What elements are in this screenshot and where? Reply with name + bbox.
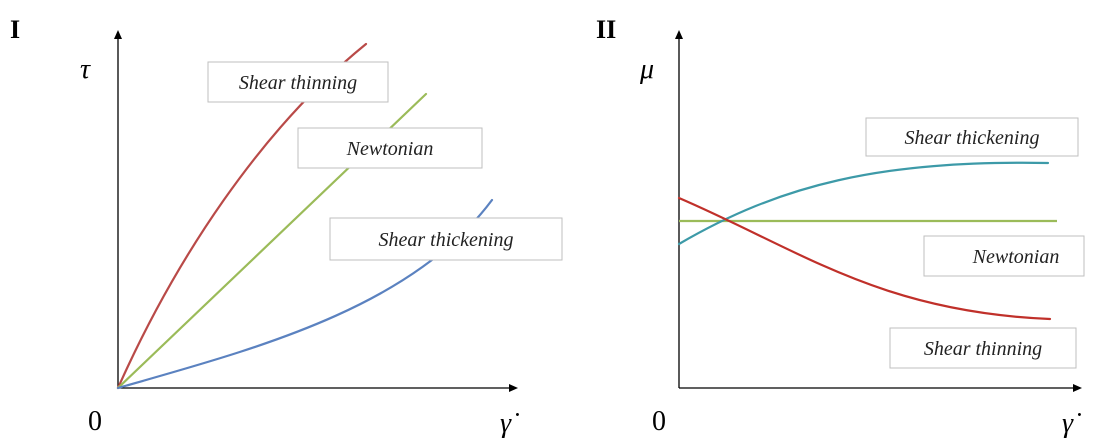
panel-I-y-axis-symbol: τ	[80, 54, 91, 85]
panel-I-shear-thinning-box	[207, 61, 389, 103]
panel-II-newtonian-box	[923, 235, 1085, 277]
panel-I-x-axis-symbol: γ̇	[500, 408, 519, 439]
panel-II-shear-thinning-label: Shear thinning	[924, 338, 1042, 360]
panel-II: II μ 0 γ̇ Shear thickening Newtonian She…	[596, 15, 1085, 439]
panel-II-newtonian-label: Newtonian	[972, 246, 1060, 268]
panel-II-letter: II	[596, 15, 616, 44]
panel-II-shear-thickening-box	[865, 117, 1079, 157]
panel-II-shear-thinning-curve	[677, 196, 1052, 321]
panel-I-origin-label: 0	[88, 406, 102, 437]
panel-II-shear-thickening-curve	[677, 161, 1050, 246]
panel-I-shear-thickening-label: Shear thickening	[379, 229, 514, 251]
panel-II-shear-thinning-box	[889, 327, 1077, 369]
panel-I-newtonian-label: Newtonian	[346, 138, 434, 160]
panel-I-newtonian-box	[297, 127, 483, 169]
panel-II-y-axis-symbol: μ	[639, 54, 654, 85]
panel-II-origin-label: 0	[652, 406, 666, 437]
panel-I-shear-thinning-label: Shear thinning	[239, 72, 357, 94]
panel-II-shear-thickening-label: Shear thickening	[905, 127, 1040, 149]
panel-I: I τ 0 γ̇ Shear thinning Newtonian Shear …	[10, 15, 563, 439]
panel-I-shear-thickening-box	[329, 217, 563, 261]
panel-II-x-axis-symbol: γ̇	[1062, 408, 1081, 439]
panel-I-letter: I	[10, 15, 20, 44]
